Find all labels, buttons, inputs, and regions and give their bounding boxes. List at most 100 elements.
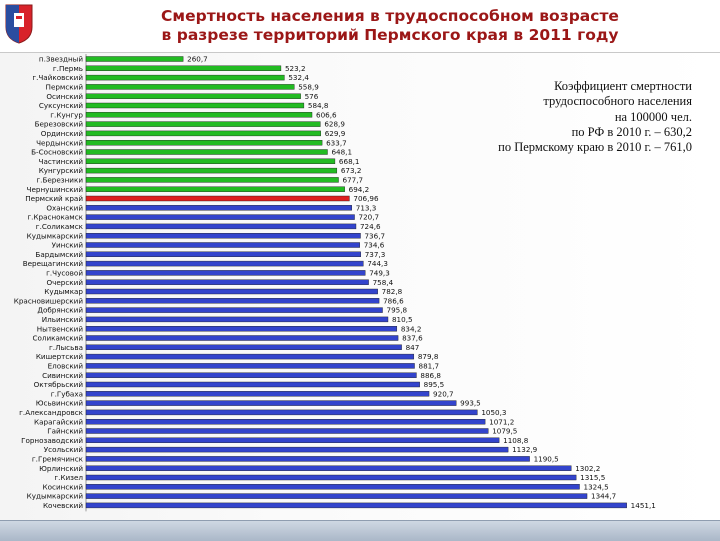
value-label: 606,6	[316, 110, 337, 119]
category-label: Б-Сосновский	[31, 148, 83, 157]
bar	[85, 307, 383, 313]
category-label: Еловский	[48, 362, 84, 371]
mortality-note: Коэффициент смертности трудоспособного н…	[498, 79, 692, 155]
bar	[85, 288, 378, 295]
category-label: Добрянский	[37, 306, 83, 315]
bar	[85, 363, 415, 369]
category-label: Кишертский	[36, 352, 83, 361]
bar	[85, 502, 627, 509]
category-label: Юрлинский	[39, 464, 83, 473]
value-label: 734,6	[364, 241, 385, 250]
bar	[85, 400, 457, 406]
category-label: Оханский	[46, 203, 83, 212]
bar	[85, 93, 301, 99]
bar	[85, 372, 417, 378]
category-label: Октябрьский	[34, 380, 84, 389]
bar	[85, 260, 364, 267]
value-label: 629,9	[325, 129, 346, 138]
value-label: 677,7	[343, 176, 364, 185]
category-label: Кочевский	[43, 501, 83, 510]
category-label: Пермский	[46, 83, 84, 92]
bar	[85, 456, 530, 462]
value-label: 834,2	[401, 324, 422, 333]
category-label: Пермский край	[25, 194, 83, 203]
category-label: Кудымкарский	[27, 231, 84, 240]
value-label: 895,5	[424, 380, 445, 389]
category-label: г.Гремячинск	[32, 455, 84, 464]
chart-title: Смертность населения в трудоспособном во…	[60, 7, 720, 45]
value-label: 523,2	[285, 64, 306, 73]
coat-of-arms-logo	[5, 4, 33, 44]
category-label: Верещагинский	[23, 259, 84, 268]
bar	[85, 130, 321, 137]
bar	[85, 121, 321, 127]
value-label: 584,8	[308, 101, 329, 110]
bar	[85, 186, 345, 192]
value-label: 920,7	[433, 389, 454, 398]
bar	[85, 419, 486, 425]
value-label: 1451,1	[631, 501, 656, 510]
value-label: 786,6	[383, 296, 404, 305]
bar	[85, 335, 399, 341]
category-label: Очерский	[46, 278, 83, 287]
category-label: Ильинский	[42, 315, 84, 324]
note-line-2: трудоспособного населения	[543, 94, 692, 109]
value-label: 1344,7	[591, 492, 616, 501]
value-label: 1050,3	[481, 408, 506, 417]
bar	[85, 484, 580, 490]
bar	[85, 167, 338, 174]
value-label: 782,8	[382, 287, 403, 296]
value-label: 744,3	[367, 259, 388, 268]
bar	[85, 251, 361, 258]
value-label: 1190,5	[534, 455, 559, 464]
value-label: 993,5	[460, 399, 481, 408]
bar	[85, 437, 500, 443]
footer-bar	[0, 520, 720, 541]
value-label: 758,4	[373, 278, 394, 287]
bar	[85, 353, 415, 360]
category-label: г.Пермь	[53, 64, 83, 73]
value-label: 668,1	[339, 157, 360, 166]
title-line-2: в разрезе территорий Пермского края в 20…	[161, 26, 619, 44]
bar	[85, 102, 305, 109]
value-label: 879,8	[418, 352, 439, 361]
bar	[85, 112, 313, 118]
value-label: 749,3	[369, 269, 390, 278]
bar	[85, 465, 572, 471]
bar	[85, 65, 282, 72]
value-label: 694,2	[349, 185, 370, 194]
value-label: 795,8	[387, 306, 408, 315]
value-label: 1071,2	[489, 417, 514, 426]
category-label: Карагайский	[34, 417, 83, 426]
category-label: Чердынский	[36, 138, 83, 147]
bar	[85, 298, 380, 304]
bar	[85, 344, 402, 350]
value-label: 881,7	[419, 362, 440, 371]
note-line-3: на 100000 чел.	[614, 109, 692, 124]
region-total-bar	[85, 195, 350, 202]
value-label: 628,9	[324, 120, 345, 129]
title-line-1: Смертность населения в трудоспособном во…	[161, 7, 619, 25]
value-label: 724,6	[360, 222, 381, 231]
value-label: 810,5	[392, 315, 413, 324]
category-label: г.Березники	[36, 176, 83, 185]
bar	[85, 205, 352, 211]
bar	[85, 139, 323, 146]
bar	[85, 326, 398, 332]
category-label: Чернушинский	[27, 185, 84, 194]
bar	[85, 391, 430, 397]
category-label: Соликамский	[33, 334, 84, 343]
bar	[85, 428, 489, 434]
category-label: Косинский	[43, 482, 84, 491]
category-label: Частинский	[39, 157, 84, 166]
category-label: Гайнский	[47, 427, 83, 436]
bar	[85, 279, 369, 285]
category-label: Уинский	[52, 241, 84, 250]
category-label: Березовский	[35, 120, 84, 129]
value-label: 1324,5	[584, 482, 609, 491]
bar	[85, 493, 588, 499]
category-label: г.Соликамск	[36, 222, 84, 231]
bar	[85, 223, 357, 230]
bar	[85, 316, 389, 323]
category-label: Нытвенский	[37, 324, 84, 333]
